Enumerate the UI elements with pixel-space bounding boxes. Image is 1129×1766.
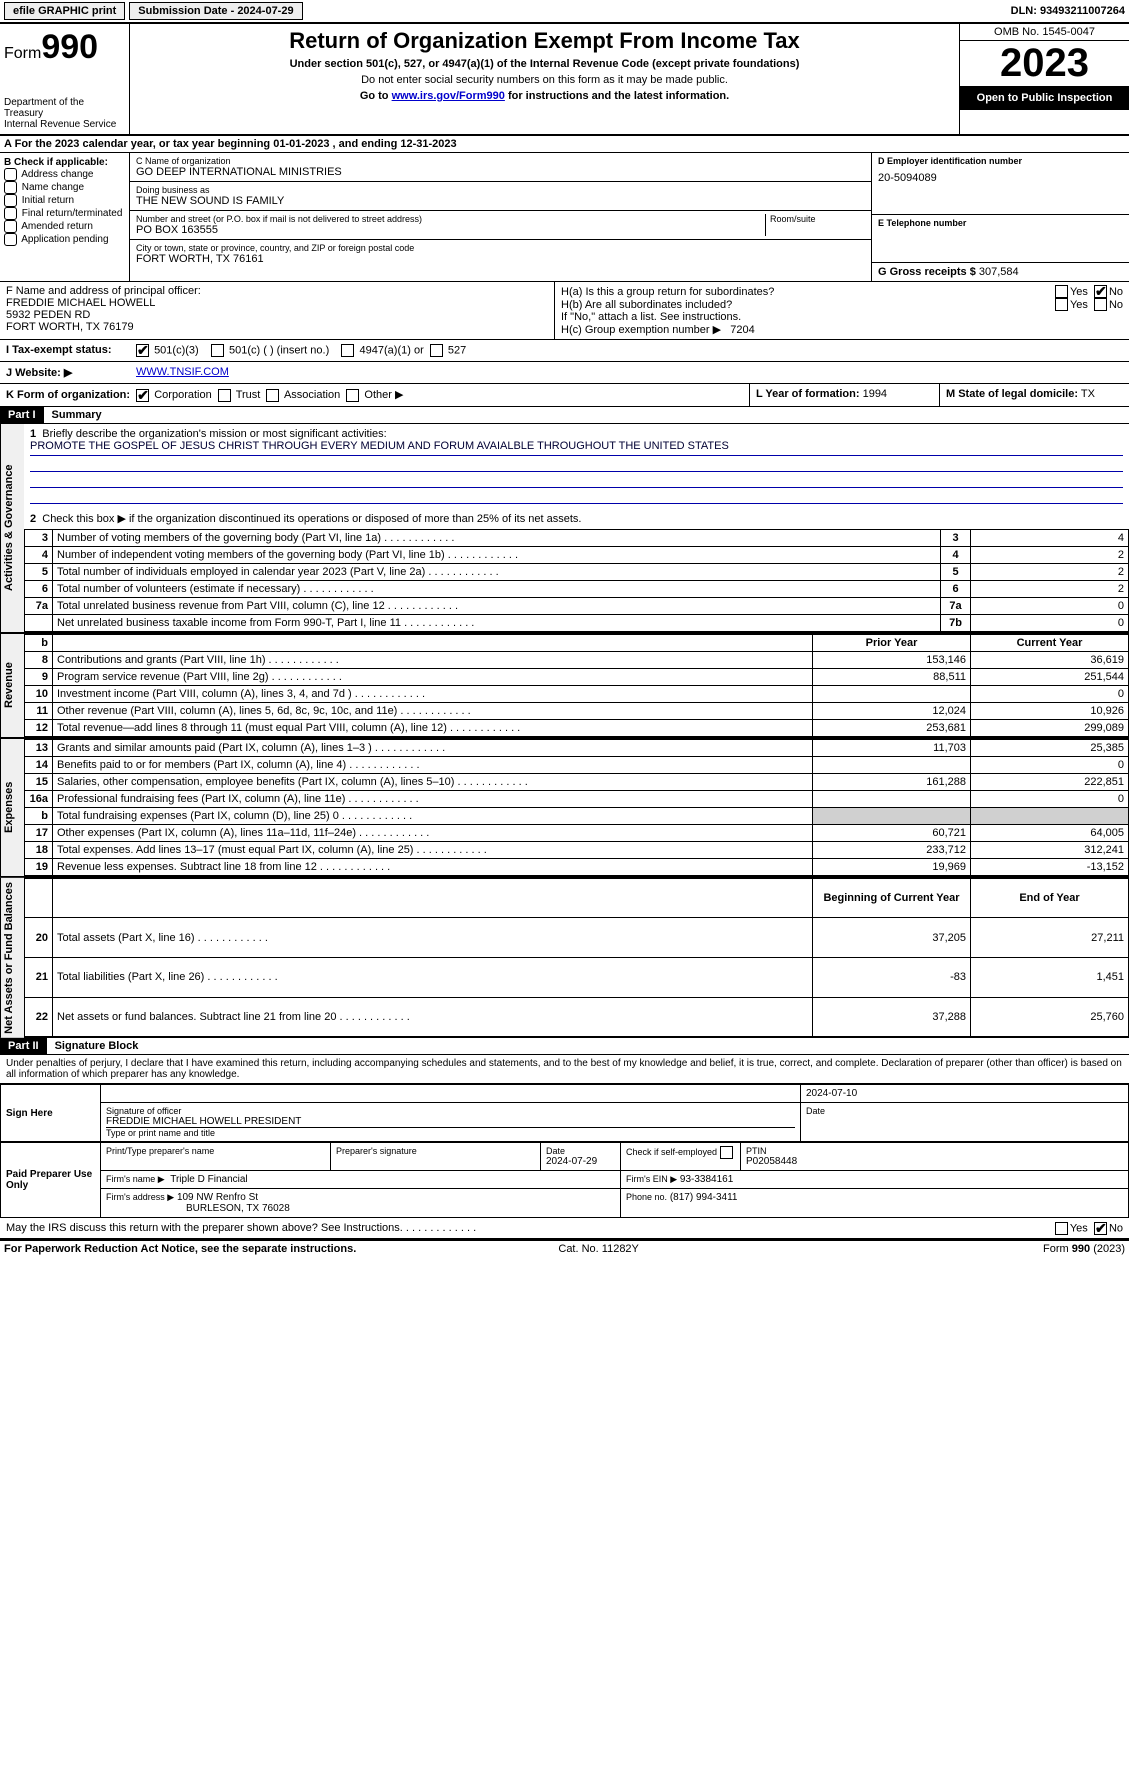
- dln-text: DLN: 93493211007264: [1011, 5, 1125, 17]
- gross-receipts: 307,584: [979, 266, 1019, 278]
- self-employed-checkbox[interactable]: [720, 1146, 733, 1159]
- penalties-text: Under penalties of perjury, I declare th…: [0, 1055, 1129, 1084]
- boxb-checkbox[interactable]: [4, 181, 17, 194]
- table-gov: 3Number of voting members of the governi…: [24, 529, 1129, 632]
- sign-date: 2024-07-10: [806, 1088, 857, 1099]
- 4947-checkbox[interactable]: [341, 344, 354, 357]
- part1-header: Part I Summary: [0, 407, 1129, 424]
- ptin: P02058448: [746, 1156, 1123, 1167]
- vlabel-na: Net Assets or Fund Balances: [0, 878, 24, 1038]
- group-exemption: 7204: [730, 324, 754, 336]
- irs-label: Internal Revenue Service: [4, 119, 125, 130]
- section-na: Net Assets or Fund Balances Beginning of…: [0, 878, 1129, 1039]
- hb-no-checkbox[interactable]: [1094, 298, 1107, 311]
- other-checkbox[interactable]: [346, 389, 359, 402]
- table-rev: bPrior YearCurrent Year8Contributions an…: [24, 634, 1129, 737]
- box-b: B Check if applicable: Address change Na…: [0, 153, 130, 281]
- section-gov: Activities & Governance 1 Briefly descri…: [0, 424, 1129, 634]
- dept-label: Department of the Treasury: [4, 97, 125, 119]
- line-a: A For the 2023 calendar year, or tax yea…: [0, 136, 1129, 153]
- vlabel-rev: Revenue: [0, 634, 24, 737]
- mission-text: PROMOTE THE GOSPEL OF JESUS CHRIST THROU…: [30, 440, 1123, 456]
- part2-header: Part II Signature Block: [0, 1038, 1129, 1055]
- city-state-zip: FORT WORTH, TX 76161: [136, 253, 865, 265]
- sign-here-label: Sign Here: [1, 1085, 101, 1142]
- ha-no-checkbox[interactable]: [1094, 285, 1107, 298]
- form-title: Return of Organization Exempt From Incom…: [134, 28, 955, 54]
- section-rev: Revenue bPrior YearCurrent Year8Contribu…: [0, 634, 1129, 739]
- omb-number: OMB No. 1545-0047: [960, 24, 1129, 41]
- website-link[interactable]: WWW.TNSIF.COM: [136, 366, 229, 378]
- dba-name: THE NEW SOUND IS FAMILY: [136, 195, 865, 207]
- boxb-checkbox[interactable]: [4, 233, 17, 246]
- officer-signature: FREDDIE MICHAEL HOWELL PRESIDENT: [106, 1116, 795, 1127]
- form-subtitle: Under section 501(c), 527, or 4947(a)(1)…: [134, 58, 955, 70]
- 501c3-checkbox[interactable]: [136, 344, 149, 357]
- firm-addr2: BURLESON, TX 76028: [186, 1203, 615, 1214]
- ein: 20-5094089: [878, 172, 1123, 184]
- trust-checkbox[interactable]: [218, 389, 231, 402]
- discuss-yes-checkbox[interactable]: [1055, 1222, 1068, 1235]
- prep-date: 2024-07-29: [546, 1156, 615, 1167]
- firm-addr1: 109 NW Renfro St: [177, 1192, 258, 1203]
- officer-name: FREDDIE MICHAEL HOWELL: [6, 297, 548, 309]
- row-j: J Website: ▶ WWW.TNSIF.COM: [0, 362, 1129, 384]
- vlabel-exp: Expenses: [0, 739, 24, 876]
- paid-preparer-block: Paid Preparer Use Only Print/Type prepar…: [0, 1142, 1129, 1218]
- street-address: PO BOX 163555: [136, 224, 765, 236]
- top-bar: efile GRAPHIC print Submission Date - 20…: [0, 0, 1129, 24]
- row-i: I Tax-exempt status: 501(c)(3) 501(c) ( …: [0, 340, 1129, 362]
- vlabel-gov: Activities & Governance: [0, 424, 24, 632]
- box-deg: D Employer identification number 20-5094…: [871, 153, 1129, 281]
- discuss-row: May the IRS discuss this return with the…: [0, 1218, 1129, 1239]
- form-header: Form990 Department of the Treasury Inter…: [0, 24, 1129, 136]
- row-klm: K Form of organization: Corporation Trus…: [0, 384, 1129, 407]
- ha-yes-checkbox[interactable]: [1055, 285, 1068, 298]
- paid-preparer-label: Paid Preparer Use Only: [1, 1143, 101, 1218]
- corp-checkbox[interactable]: [136, 389, 149, 402]
- boxb-checkbox[interactable]: [4, 207, 17, 220]
- section-fh: F Name and address of principal officer:…: [0, 282, 1129, 340]
- tax-year: 2023: [960, 41, 1129, 86]
- hb-yes-checkbox[interactable]: [1055, 298, 1068, 311]
- irs-link[interactable]: www.irs.gov/Form990: [392, 90, 505, 102]
- box-c: C Name of organization GO DEEP INTERNATI…: [130, 153, 871, 281]
- submission-button[interactable]: Submission Date - 2024-07-29: [129, 2, 302, 20]
- boxb-checkbox[interactable]: [4, 168, 17, 181]
- section-exp: Expenses 13Grants and similar amounts pa…: [0, 739, 1129, 878]
- open-public-badge: Open to Public Inspection: [960, 86, 1129, 110]
- assoc-checkbox[interactable]: [266, 389, 279, 402]
- firm-phone: (817) 994-3411: [670, 1192, 738, 1203]
- page-footer: For Paperwork Reduction Act Notice, see …: [0, 1239, 1129, 1257]
- firm-name: Triple D Financial: [170, 1174, 247, 1185]
- table-exp: 13Grants and similar amounts paid (Part …: [24, 739, 1129, 876]
- 527-checkbox[interactable]: [430, 344, 443, 357]
- boxb-checkbox[interactable]: [4, 194, 17, 207]
- boxb-checkbox[interactable]: [4, 220, 17, 233]
- officer-addr1: 5932 PEDEN RD: [6, 309, 548, 321]
- table-na: Beginning of Current YearEnd of Year20To…: [24, 878, 1129, 1038]
- discuss-no-checkbox[interactable]: [1094, 1222, 1107, 1235]
- state-domicile: TX: [1081, 388, 1095, 400]
- form-note2: Go to www.irs.gov/Form990 for instructio…: [134, 90, 955, 102]
- year-formation: 1994: [863, 388, 887, 400]
- org-name: GO DEEP INTERNATIONAL MINISTRIES: [136, 166, 865, 178]
- firm-ein: 93-3384161: [680, 1174, 733, 1185]
- form-note1: Do not enter social security numbers on …: [134, 74, 955, 86]
- 501c-checkbox[interactable]: [211, 344, 224, 357]
- sign-block: Sign Here 2024-07-10 Signature of office…: [0, 1084, 1129, 1142]
- form-number: Form990: [4, 28, 125, 67]
- section-bcdeg: B Check if applicable: Address change Na…: [0, 153, 1129, 282]
- officer-addr2: FORT WORTH, TX 76179: [6, 321, 548, 333]
- efile-button[interactable]: efile GRAPHIC print: [4, 2, 125, 20]
